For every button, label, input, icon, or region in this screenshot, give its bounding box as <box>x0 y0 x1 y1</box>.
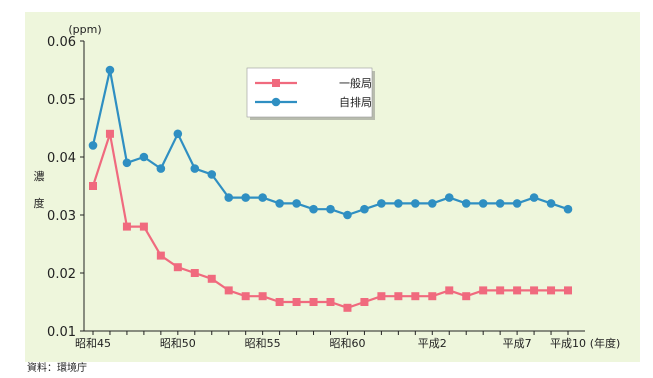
legend-label-1: 自排局 <box>339 95 372 109</box>
x-tick-label: 平成10 <box>550 337 586 350</box>
y-tick-label: 0.05 <box>47 93 76 108</box>
data-point-circle <box>173 129 183 139</box>
data-point-circle <box>360 204 369 214</box>
data-point-square <box>105 129 114 138</box>
y-tick-label: 0.03 <box>47 209 76 224</box>
data-point-square <box>445 286 454 295</box>
x-tick-label: 昭和60 <box>329 337 365 350</box>
data-point-square <box>173 263 182 272</box>
x-tick-label: 昭和45 <box>75 337 111 350</box>
data-point-square <box>89 182 97 190</box>
data-point-circle <box>546 199 556 208</box>
data-point-circle <box>478 199 488 208</box>
y-axis-label-char: 度 <box>34 196 45 210</box>
data-point-square <box>292 298 301 306</box>
data-point-circle <box>156 164 166 173</box>
data-point-circle <box>326 204 335 214</box>
data-point-circle <box>258 193 267 202</box>
data-point-circle <box>495 199 505 208</box>
data-point-circle <box>207 170 217 179</box>
data-point-square <box>241 292 250 301</box>
data-point-square <box>530 286 539 295</box>
x-unit-label: (年度) <box>590 336 621 350</box>
data-point-circle <box>461 199 471 208</box>
data-point-square <box>326 298 335 306</box>
data-point-square <box>513 286 522 295</box>
data-point-circle <box>309 204 318 214</box>
data-point-circle <box>139 152 149 162</box>
data-point-square <box>377 292 386 301</box>
data-point-circle <box>122 158 132 168</box>
y-tick-label: 0.01 <box>47 325 76 340</box>
data-point-square <box>224 286 233 295</box>
data-point-circle <box>105 65 115 75</box>
data-point-circle <box>563 204 573 214</box>
y-axis-label-char: 濃 <box>34 169 45 183</box>
data-point-circle <box>241 193 250 202</box>
data-point-square <box>462 292 471 301</box>
x-tick-label: 昭和55 <box>245 337 281 350</box>
y-tick-label: 0.06 <box>47 35 76 50</box>
data-point-circle <box>512 199 522 208</box>
data-point-square <box>496 286 505 295</box>
data-point-square <box>564 286 572 295</box>
y-tick-label: 0.02 <box>47 267 76 282</box>
data-point-square <box>360 298 369 306</box>
data-point-square <box>190 269 199 277</box>
y-unit-label: (ppm) <box>68 23 101 36</box>
data-point-circle <box>427 199 437 208</box>
data-point-square <box>428 292 437 301</box>
data-point-circle <box>394 199 403 208</box>
data-point-square <box>479 286 488 295</box>
data-point-square <box>139 222 148 231</box>
chart-panel: 0.06 0.05 0.04 0.03 0.02 0.01 (ppm) 濃度昭和45 昭和50 昭… <box>25 12 640 362</box>
x-tick-label: 平成2 <box>418 337 447 350</box>
legend-label-0: 一般局 <box>339 77 372 90</box>
data-point-square <box>207 274 216 283</box>
data-point-square <box>394 292 403 301</box>
legend-box <box>246 67 373 118</box>
y-tick-label: 0.04 <box>47 151 76 166</box>
data-point-square <box>275 298 284 306</box>
data-point-square <box>411 292 420 301</box>
data-point-circle <box>88 141 98 150</box>
data-point-circle <box>444 193 454 202</box>
data-point-circle <box>377 199 386 208</box>
data-point-circle <box>292 199 301 208</box>
legend-marker-square <box>272 79 280 87</box>
data-point-square <box>547 286 556 295</box>
data-point-square <box>343 303 352 312</box>
data-point-circle <box>529 193 539 202</box>
data-point-circle <box>411 199 420 208</box>
data-point-circle <box>190 164 200 173</box>
data-point-square <box>122 222 131 231</box>
x-tick-label: 昭和50 <box>160 337 196 350</box>
data-point-circle <box>275 199 284 208</box>
data-point-circle <box>224 193 234 202</box>
data-point-square <box>309 298 318 306</box>
data-point-square <box>156 251 165 260</box>
x-tick-label: 平成7 <box>503 337 532 350</box>
legend-marker-circle <box>271 97 281 107</box>
data-point-square <box>258 292 267 301</box>
data-point-circle <box>343 210 352 220</box>
source-note: 資料：環境庁 <box>27 363 87 374</box>
